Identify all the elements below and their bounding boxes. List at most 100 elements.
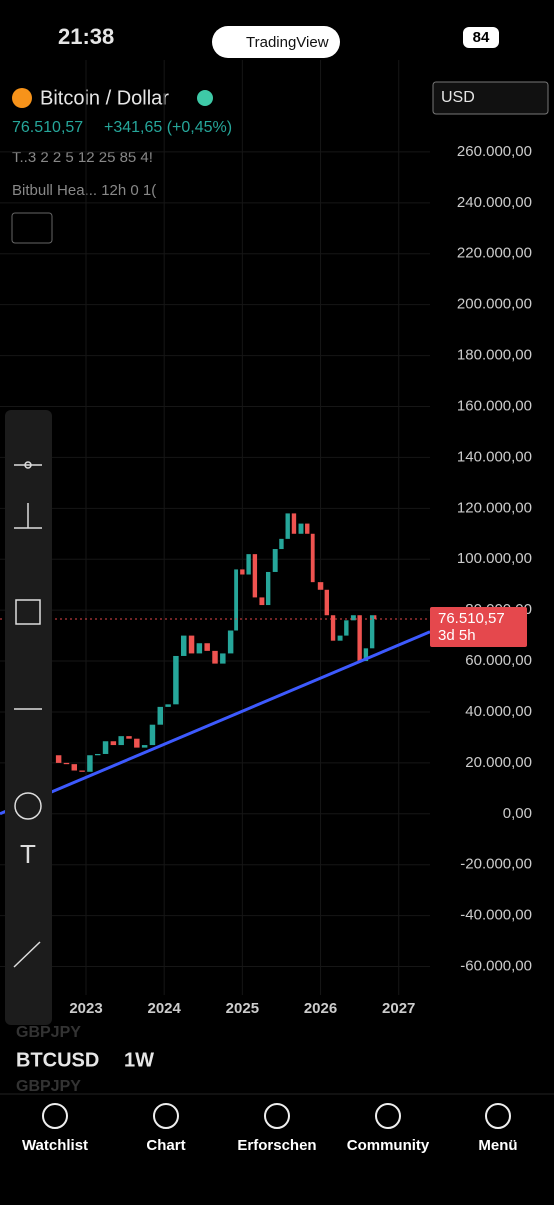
candle [227, 630, 234, 654]
last-price-box [430, 607, 527, 648]
currency[interactable]: USD [441, 89, 475, 106]
tab-label[interactable]: Community [347, 1137, 430, 1154]
ghost-symbol: GBPJPY [16, 1024, 81, 1041]
tab-label[interactable]: Menü [478, 1137, 517, 1154]
header-price: 76.510,57 [12, 119, 83, 136]
svg-text:T: T [20, 839, 36, 869]
candle [324, 589, 329, 616]
candle [259, 597, 265, 606]
candle [350, 615, 356, 621]
tab-icon[interactable] [153, 1103, 179, 1129]
candle [55, 755, 62, 763]
y-tick-label: 260.000,00 [457, 143, 532, 160]
indicator[interactable]: T..3 2 2 5 12 25 85 4! [12, 149, 153, 166]
status-time: 21:38 [58, 24, 114, 49]
candle [94, 753, 101, 756]
candle [102, 741, 109, 754]
candle [357, 615, 362, 662]
tab-icon[interactable] [375, 1103, 401, 1129]
y-tick-label: 220.000,00 [457, 245, 532, 262]
y-tick-label: -60.000,00 [460, 958, 532, 975]
y-tick-label: -20.000,00 [460, 856, 532, 873]
candle [188, 635, 195, 654]
candle [220, 653, 226, 664]
candle [71, 764, 78, 771]
y-tick-label: 60.000,00 [465, 652, 532, 669]
y-tick-label: 240.000,00 [457, 194, 532, 211]
collapse-button[interactable] [11, 212, 53, 244]
indicator[interactable]: Bitbull Hea... 12h 0 1( [12, 182, 156, 199]
candle [63, 762, 70, 765]
candle [79, 770, 85, 772]
candle [234, 569, 239, 631]
tab-bar: Watchlist Chart Erforschen Community Menü [22, 1103, 518, 1154]
candle [141, 745, 148, 748]
candle [374, 615, 377, 620]
plot: -60.000,00 -40.000,00 -20.000,00 0,00 20.000… [0, 60, 532, 1017]
toolbar-icons: T [13, 461, 42, 968]
y-tick-label: 120.000,00 [457, 499, 532, 516]
candle [363, 648, 369, 662]
market-status [197, 90, 213, 106]
tab-icon[interactable] [42, 1103, 68, 1129]
candle [157, 706, 164, 725]
candle [240, 569, 245, 575]
tab-label[interactable]: Erforschen [237, 1137, 316, 1154]
candle [173, 655, 179, 705]
candle [291, 513, 297, 534]
candle [134, 738, 140, 748]
trendline [0, 630, 431, 816]
x-tick-label: 2027 [382, 1000, 415, 1017]
drawing-toolbar[interactable] [5, 410, 52, 1025]
candle [196, 643, 203, 654]
battery [463, 27, 499, 48]
candle [279, 538, 284, 550]
app-name: TradingView [246, 34, 329, 51]
y-tick-label: 20.000,00 [465, 754, 532, 771]
candle [265, 571, 271, 606]
btc-icon [12, 88, 32, 108]
candle [369, 615, 375, 649]
candle [317, 582, 324, 590]
y-tick-label: -40.000,00 [460, 907, 532, 924]
candle [298, 523, 304, 534]
candle [165, 704, 171, 707]
candle [344, 620, 349, 636]
candle [246, 554, 251, 575]
candle [204, 643, 210, 651]
ghost-symbol: GBPJPY [16, 1078, 81, 1095]
header-change: +341,65 (+0,45%) [104, 119, 232, 136]
candle [285, 513, 290, 539]
bottom-bar [0, 1040, 554, 1095]
candle [110, 741, 117, 746]
candle [252, 554, 258, 598]
tab-icon[interactable] [485, 1103, 511, 1129]
y-tick-label: 200.000,00 [457, 296, 532, 313]
y-tick-label: 0,00 [503, 805, 532, 822]
last-price-label: 76.510,57 [438, 610, 505, 627]
y-tick-label: 160.000,00 [457, 397, 532, 414]
battery-level: 84 [473, 29, 490, 46]
tab-icon[interactable] [264, 1103, 290, 1129]
x-tick-label: 2023 [69, 1000, 102, 1017]
symbol[interactable]: BTCUSD [16, 1049, 99, 1071]
x-tick-label: 2025 [226, 1000, 259, 1017]
currency-select[interactable] [432, 81, 549, 115]
x-tick-label: 2026 [304, 1000, 337, 1017]
y-tick-label: 180.000,00 [457, 347, 532, 364]
tab-label[interactable]: Watchlist [22, 1137, 88, 1154]
y-tick-label: 100.000,00 [457, 550, 532, 567]
candle [272, 549, 278, 572]
app-pill [212, 26, 340, 58]
countdown: 3d 5h [438, 627, 476, 644]
y-tick-label: 140.000,00 [457, 448, 532, 465]
tab-label[interactable]: Chart [146, 1137, 185, 1154]
interval[interactable]: 1W [124, 1049, 154, 1071]
y-tick-label: 40.000,00 [465, 703, 532, 720]
candle [118, 736, 124, 746]
candle [126, 736, 132, 739]
symbol-name[interactable]: Bitcoin / Dollar [40, 87, 169, 109]
